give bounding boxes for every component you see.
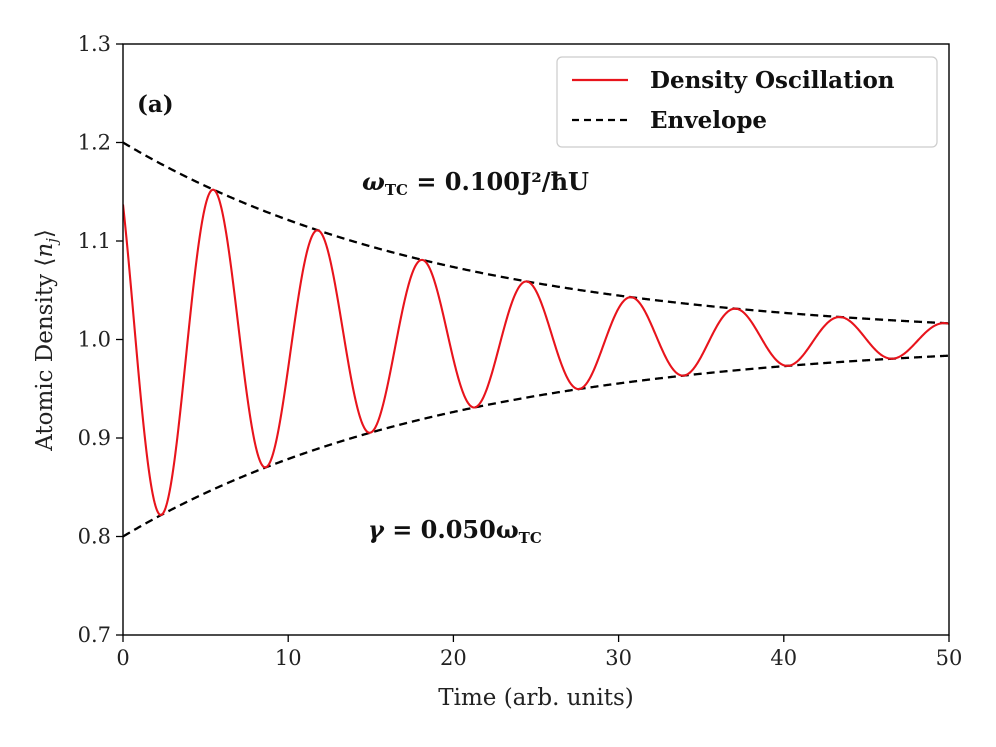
series-layer [123, 141, 949, 538]
annotation-gamma-symbol: γ [368, 515, 385, 544]
y-axis-title: Atomic Density ⟨nj⟩ [32, 229, 61, 452]
annotation-omega-symbol: ω [362, 167, 385, 196]
annotation-gamma: γ = 0.050ωTC [368, 515, 542, 547]
y-axis-title-open: ⟨ [32, 258, 58, 267]
y-tick-label: 1.3 [78, 32, 111, 56]
ticks-layer: 0 10 20 30 40 50 0.7 0.8 0.9 1.0 1.1 1.2 1.3 [78, 32, 963, 670]
annotation-gamma-subscript: TC [519, 529, 542, 547]
annotation-omega-subscript: TC [385, 181, 408, 199]
plot-area-group [123, 141, 949, 538]
y-tick-label: 0.9 [78, 426, 111, 450]
x-tick-label: 30 [605, 646, 632, 670]
y-axis-title-main: Atomic Density [32, 267, 58, 452]
y-axis-title-subscript: j [43, 238, 61, 246]
annotation-omega-text: = 0.100J²/ħU [408, 167, 589, 196]
x-tick-label: 50 [936, 646, 963, 670]
x-tick-label: 40 [770, 646, 797, 670]
x-tick-label: 10 [275, 646, 302, 670]
y-tick-label: 1.0 [78, 328, 111, 352]
envelope-lower-line [123, 354, 949, 538]
x-tick-label: 0 [116, 646, 129, 670]
legend-box [556, 56, 938, 148]
panel-label: (a) [137, 91, 174, 118]
legend-label-density: Density Oscillation [650, 67, 895, 94]
y-tick-label: 0.7 [78, 623, 111, 647]
y-tick-label: 0.8 [78, 525, 111, 549]
envelope-upper-line [123, 141, 949, 325]
y-axis-title-close: ⟩ [32, 229, 58, 238]
annotation-omega: ωTC = 0.100J²/ħU [362, 167, 589, 199]
legend: Density Oscillation Envelope [556, 56, 938, 148]
annotation-gamma-text: = 0.050ω [384, 515, 519, 544]
legend-label-envelope: Envelope [650, 107, 767, 134]
x-tick-label: 20 [440, 646, 467, 670]
x-axis-title: Time (arb. units) [438, 685, 633, 711]
y-tick-label: 1.2 [78, 131, 111, 155]
density-oscillation-line [123, 188, 949, 517]
y-tick-label: 1.1 [78, 229, 111, 253]
y-axis-title-symbol: n [32, 243, 58, 258]
